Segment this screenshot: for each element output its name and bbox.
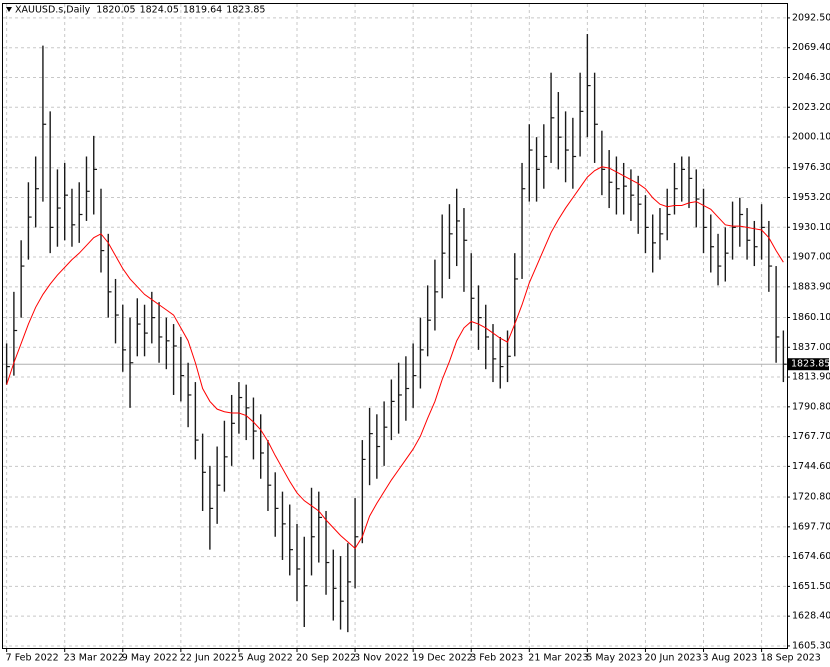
y-tick-label: 2046.30 (792, 72, 830, 83)
x-tick-label: 5 Aug 2022 (238, 653, 293, 664)
menu-triangle (6, 7, 12, 12)
y-tick-label: 1744.60 (792, 461, 830, 472)
y-tick-label: 1883.90 (792, 281, 830, 292)
axes: 2092.50 2069.40 2046.30 2023.20 2000.10 1976.… (6, 12, 830, 663)
y-tick-label: 1976.30 (792, 162, 830, 173)
y-tick-label: 1953.20 (792, 192, 830, 203)
y-tick-label: 1860.10 (792, 312, 830, 323)
x-tick-label: 19 Dec 2022 (412, 653, 473, 664)
y-tick-label: 1767.70 (792, 431, 830, 442)
y-tick-label: 1907.00 (792, 252, 830, 263)
y-tick-label: 1720.80 (792, 492, 830, 503)
chart-title: XAUUSD.s,Daily (15, 5, 91, 16)
grid (3, 4, 787, 648)
bars (3, 34, 787, 633)
x-tick-label: 21 Mar 2023 (528, 653, 588, 664)
y-tick-label: 1790.80 (792, 401, 830, 412)
y-tick-label: 1837.00 (792, 342, 830, 353)
x-tick-label: 22 Jun 2022 (180, 653, 237, 664)
x-tick-label: 23 Mar 2022 (64, 653, 124, 664)
ohlc-value: 1823.85 (226, 5, 265, 16)
moving-average (6, 166, 784, 550)
y-tick-label: 1930.10 (792, 222, 830, 233)
x-tick-label: 20 Jun 2023 (644, 653, 701, 664)
y-tick-label: 2092.50 (792, 12, 830, 23)
y-tick-label: 1674.60 (792, 551, 830, 562)
x-tick-label: 20 Sep 2022 (296, 653, 356, 664)
current-price-box (788, 358, 829, 371)
y-tick-label: 2023.20 (792, 102, 830, 113)
ohlc-value: 1820.05 (96, 5, 135, 16)
y-tick-label: 2000.10 (792, 132, 830, 143)
x-tick-label: 9 May 2022 (122, 653, 178, 664)
ohlc-value: 1824.05 (140, 5, 179, 16)
y-tick-label: 1605.30 (792, 640, 830, 651)
y-tick-label: 1697.70 (792, 521, 830, 532)
y-tick-label: 1651.50 (792, 581, 830, 592)
y-tick-label: 1628.40 (792, 611, 830, 622)
x-tick-label: 5 May 2023 (586, 653, 642, 664)
last-ohlc: 1820.05 1824.05 1819.64 1823.85 (96, 5, 265, 16)
x-tick-label: 18 Sep 2023 (761, 653, 821, 664)
y-tick-label: 2069.40 (792, 42, 830, 53)
current-price-label: 1823.85 (791, 359, 830, 370)
x-tick-label: 7 Feb 2022 (6, 653, 59, 664)
x-tick-label: 3 Aug 2023 (703, 653, 758, 664)
x-tick-label: 3 Feb 2023 (470, 653, 523, 664)
plot-frame (2, 3, 788, 649)
y-tick-label: 1813.90 (792, 372, 830, 383)
x-tick-label: 3 Nov 2022 (354, 653, 409, 664)
ohlc-value: 1819.64 (183, 5, 222, 16)
